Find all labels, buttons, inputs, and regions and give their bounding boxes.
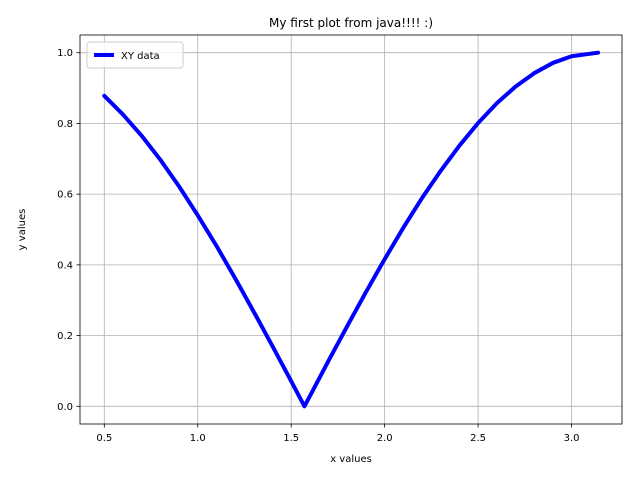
y-tick-label: 0.6 — [57, 190, 73, 201]
legend-box — [86, 41, 184, 69]
y-tick-label: 0.2 — [57, 331, 73, 342]
y-tick-label: 1.0 — [57, 48, 73, 59]
x-tick-label: 2.5 — [470, 433, 486, 444]
chart-title: My first plot from java!!!! :) — [269, 16, 433, 30]
x-tick-label: 1.5 — [283, 433, 299, 444]
plot-frame — [79, 34, 623, 425]
ticks: 0.5 1.0 1.5 2.0 2.5 3.0 0.0 0.2 0.4 0.6 0.8 1.0 — [57, 48, 579, 444]
y-tick-label: 0.0 — [57, 402, 73, 413]
x-tick-label: 2.0 — [377, 433, 393, 444]
y-axis-label: y values — [17, 209, 28, 251]
y-tick-label: 0.4 — [57, 260, 73, 271]
x-axis-label: x values — [330, 454, 372, 465]
series-layer — [102, 50, 600, 409]
x-tick-label: 0.5 — [96, 433, 112, 444]
legend-label: XY data — [121, 51, 160, 62]
x-tick-label: 1.0 — [190, 433, 206, 444]
series-line — [102, 50, 600, 409]
y-tick-label: 0.8 — [57, 119, 73, 130]
legend: XY data — [86, 41, 184, 69]
x-tick-label: 3.0 — [564, 433, 580, 444]
